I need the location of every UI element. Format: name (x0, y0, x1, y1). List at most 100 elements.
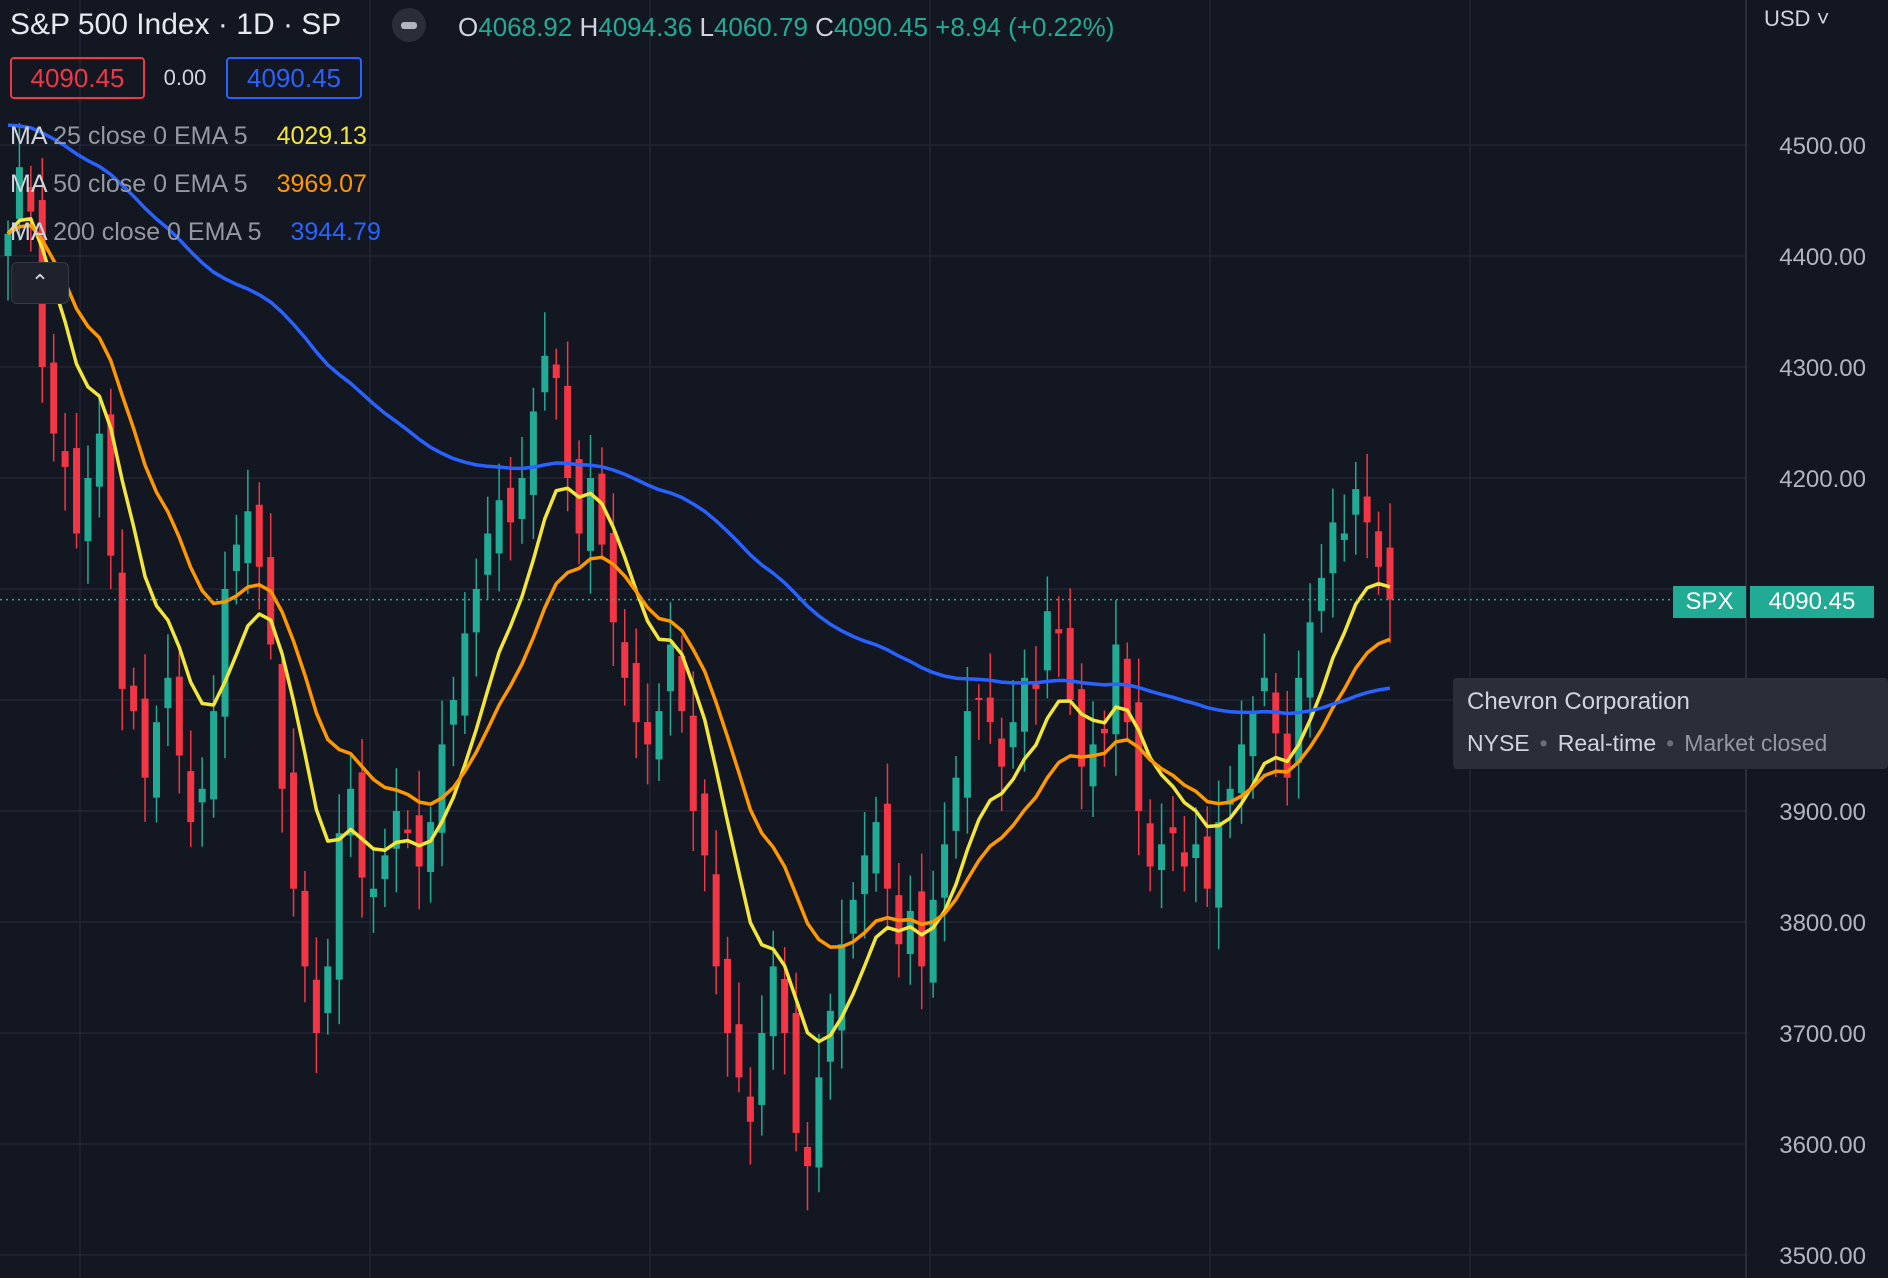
candle-body (564, 385, 572, 478)
tooltip-title: Chevron Corporation (1467, 688, 1690, 715)
candle-body (735, 1024, 743, 1078)
candle-body (1306, 622, 1314, 698)
chevron-up-icon: ⌃ (30, 270, 50, 295)
candle-body (95, 433, 103, 487)
candle-body (392, 811, 400, 849)
candle-body (415, 815, 423, 867)
price-axis-label: 3800.00 (1779, 910, 1866, 937)
currency-selector[interactable]: USD ˅ (1764, 6, 1829, 32)
last-price-tag: 4090.45 (1750, 586, 1874, 618)
candle-body (50, 362, 58, 434)
indicator-ma-50[interactable]: MA 50 close 0 EMA 5 3969.07 (10, 170, 367, 199)
tooltip-realtime: Real-time (1557, 730, 1657, 756)
candle-body (278, 663, 286, 789)
candle-body (324, 966, 332, 1014)
ma-50-line (7, 223, 1391, 949)
candle-body (427, 822, 435, 872)
candle-body (61, 451, 69, 467)
sell-button[interactable]: 4090.45 (10, 57, 145, 99)
candle-body (621, 642, 629, 678)
indicator-ma-200[interactable]: MA 200 close 0 EMA 5 3944.79 (10, 218, 381, 247)
price-axis-label: 3700.00 (1779, 1021, 1866, 1048)
candle-body (666, 644, 674, 692)
candle-body (118, 572, 126, 689)
candle-body (255, 504, 263, 567)
open-label: O (458, 12, 479, 42)
candle-body (4, 233, 12, 256)
currency-label: USD (1764, 6, 1811, 31)
candle-body (758, 1033, 766, 1105)
candle-body (290, 772, 298, 889)
candle-body (781, 978, 789, 1033)
candle-body (1021, 677, 1029, 732)
candle-body (1329, 522, 1337, 574)
candle-body (358, 772, 366, 878)
candle-body (906, 910, 914, 954)
price-axis-label: 3500.00 (1779, 1243, 1866, 1270)
candle-body (712, 874, 720, 967)
candle-body (941, 844, 949, 898)
price-axis-label: 4500.00 (1779, 133, 1866, 160)
candle-body (1352, 489, 1360, 515)
candle-body (1112, 644, 1120, 735)
chart-grid (0, 0, 1746, 1278)
candle-body (701, 793, 709, 856)
candle-body (130, 685, 138, 712)
indicator-ma-25[interactable]: MA 25 close 0 EMA 5 4029.13 (10, 122, 367, 151)
candle-body (1123, 658, 1131, 723)
candle-body (404, 829, 412, 834)
indicator-name: MA (10, 170, 47, 198)
candle-body (335, 833, 343, 980)
candle-body (1055, 629, 1063, 634)
candle-body (552, 364, 560, 379)
candle-body (1375, 531, 1383, 567)
price-axis-label: 3900.00 (1779, 799, 1866, 826)
low-value: 4060.79 (713, 12, 808, 42)
tooltip-status: Market closed (1684, 730, 1828, 756)
candle-body (1043, 611, 1051, 671)
candle-body (152, 722, 160, 798)
symbol-tooltip: Chevron Corporation NYSE • Real-time • Marke… (1453, 678, 1888, 769)
price-axis-label: 4400.00 (1779, 244, 1866, 271)
candle-body (73, 448, 81, 534)
price-axis-label: 3600.00 (1779, 1132, 1866, 1159)
candle-body (141, 698, 149, 778)
candle-body (804, 1146, 812, 1167)
dot-separator-icon: • (1666, 730, 1675, 756)
collapse-legend-button[interactable]: ⌃ (11, 262, 69, 304)
indicator-args: 50 close 0 EMA 5 (53, 170, 248, 198)
last-price-symbol-tag: SPX (1673, 586, 1746, 618)
candle-body (861, 855, 869, 895)
candle-body (529, 411, 537, 495)
candle-body (1066, 628, 1074, 700)
indicator-name: MA (10, 122, 47, 150)
candle-body (1340, 533, 1348, 540)
candle-body (986, 697, 994, 723)
candle-body (849, 899, 857, 934)
candle-body (1260, 677, 1268, 692)
candle-body (164, 677, 172, 709)
open-value: 4068.92 (478, 12, 573, 42)
tooltip-exchange: NYSE (1467, 730, 1530, 756)
candle-body (1283, 733, 1291, 778)
moving-average-lines (6, 123, 1391, 1044)
candle-body (883, 803, 891, 889)
candle-body (438, 744, 446, 833)
candle-body (1192, 844, 1200, 859)
candle-body (1295, 677, 1303, 763)
buy-button[interactable]: 4090.45 (226, 57, 362, 99)
spread-value: 0.00 (163, 65, 207, 90)
dot-separator-icon: • (1539, 730, 1548, 756)
candle-body (1180, 852, 1188, 867)
candle-body (472, 589, 480, 633)
candle-body (210, 711, 218, 800)
high-value: 4094.36 (598, 12, 693, 42)
candle-body (1238, 744, 1246, 794)
close-label: C (815, 12, 834, 42)
candle-body (655, 711, 663, 760)
candle-body (1169, 827, 1177, 834)
price-axis-label: 4200.00 (1779, 466, 1866, 493)
legend-toggle-button[interactable] (392, 8, 426, 42)
indicator-value: 3969.07 (276, 170, 367, 198)
